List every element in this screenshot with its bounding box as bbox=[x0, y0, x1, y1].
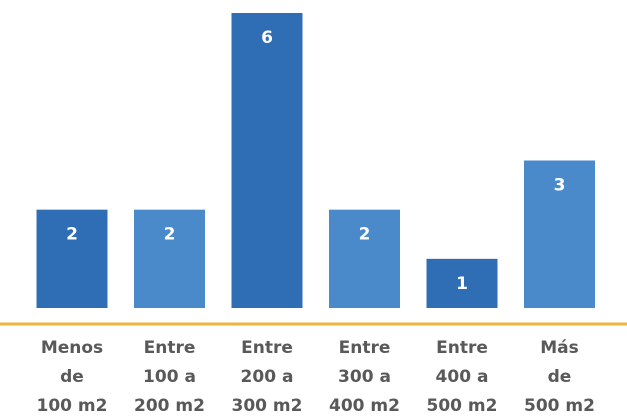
x-tick-labels-group: Menos de 100 m2 Entre 100 a 200 m2 Entre 200 a 3… bbox=[37, 338, 595, 416]
data-label-3: 6 bbox=[261, 28, 273, 48]
x-tick-label-3: Entre 200 a 300 m2 bbox=[232, 338, 303, 412]
x-tick-label-line: Más bbox=[540, 338, 579, 358]
bar-1 bbox=[36, 209, 108, 308]
bar-3 bbox=[231, 13, 303, 308]
x-tick-label-1: Menos de 100 m2 bbox=[37, 338, 108, 412]
x-tick-label-line: 300 m2 bbox=[232, 396, 303, 412]
x-tick-label-2: Entre 100 a 200 m2 bbox=[134, 338, 205, 412]
bar-6 bbox=[524, 160, 595, 308]
bar-4 bbox=[329, 209, 400, 308]
x-tick-label-6: Más de 500 m2 bbox=[524, 338, 595, 412]
x-tick-label-line: de bbox=[60, 367, 84, 387]
x-tick-label-5: Entre 400 a 500 m2 bbox=[427, 338, 498, 412]
bars-group bbox=[36, 13, 595, 308]
bar-2 bbox=[134, 209, 205, 308]
x-tick-label-line: 400 m2 bbox=[329, 396, 400, 412]
data-label-2: 2 bbox=[164, 225, 176, 245]
x-tick-label-line: Entre bbox=[339, 338, 391, 358]
x-tick-label-line: 100 a bbox=[143, 367, 196, 387]
x-tick-label-line: Entre bbox=[436, 338, 488, 358]
x-tick-label-line: 500 m2 bbox=[427, 396, 498, 412]
x-tick-label-line: Entre bbox=[241, 338, 293, 358]
x-tick-label-line: Entre bbox=[144, 338, 196, 358]
bar-5 bbox=[426, 258, 498, 308]
x-tick-label-line: 500 m2 bbox=[524, 396, 595, 412]
x-tick-label-line: Menos bbox=[41, 338, 103, 358]
x-tick-label-line: 300 a bbox=[338, 367, 391, 387]
x-tick-label-line: de bbox=[548, 367, 572, 387]
x-tick-label-line: 100 m2 bbox=[37, 396, 108, 412]
x-tick-label-4: Entre 300 a 400 m2 bbox=[329, 338, 400, 412]
data-label-5: 1 bbox=[456, 274, 468, 294]
data-label-6: 3 bbox=[554, 176, 566, 196]
data-label-1: 2 bbox=[66, 225, 78, 245]
x-tick-label-line: 400 a bbox=[436, 367, 489, 387]
x-tick-label-line: 200 a bbox=[241, 367, 294, 387]
data-labels-group: 2 2 6 2 1 3 bbox=[66, 28, 565, 294]
x-tick-label-line: 200 m2 bbox=[134, 396, 205, 412]
data-label-4: 2 bbox=[359, 225, 371, 245]
